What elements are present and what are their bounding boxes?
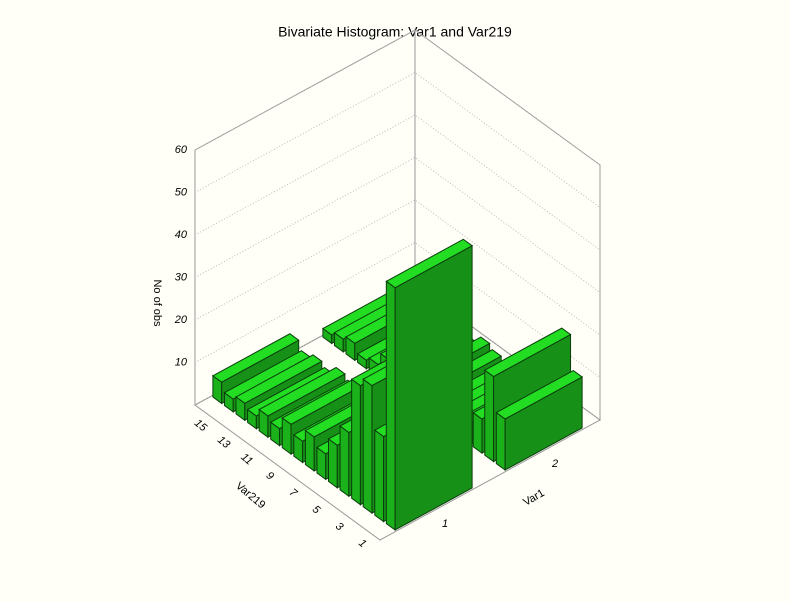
grid-line [194,29,601,166]
bar-top [495,369,584,420]
bar-top [211,333,300,383]
y-axis-label: Var219 [233,480,267,511]
z-axis-label: No of obs [151,279,163,327]
z-tick-label: 60 [175,144,188,156]
y-tick-label: 11 [238,451,254,468]
y-tick-label: 15 [192,417,210,435]
bar-side [484,369,495,463]
y-tick-label: 3 [333,520,346,534]
z-tick-label: 50 [175,186,188,198]
side-wall [414,29,601,421]
z-tick-label: 20 [174,314,188,326]
x-axis-label: Var1 [521,487,546,509]
bar-side [362,378,373,515]
y-tick-label: 13 [215,434,233,452]
x-tick-label: 1 [442,518,448,530]
z-tick-label: 30 [175,271,188,283]
x-tick-label: 2 [551,458,558,470]
y-tick-label: 9 [264,470,276,483]
grid-line [194,71,601,208]
bar-side [339,425,350,498]
bar-top [385,238,474,289]
y-tick-label: 7 [287,487,300,501]
bar-side [328,437,338,489]
grid-line [194,114,601,251]
z-tick-label: 10 [175,356,188,368]
y-tick-label: 1 [356,537,368,550]
y-tick-label: 5 [310,503,323,517]
bar-side [374,429,385,523]
grid-line [194,156,601,293]
bar-front [394,244,473,531]
chart-title: Bivariate Histogram: Var1 and Var219 [278,24,512,40]
bar-top [483,327,572,378]
z-tick-label: 40 [175,229,188,241]
bar-top [258,366,346,417]
bar-top [235,354,323,404]
bar-side [385,280,396,531]
bar-side [351,378,361,506]
bar-side [495,411,506,471]
